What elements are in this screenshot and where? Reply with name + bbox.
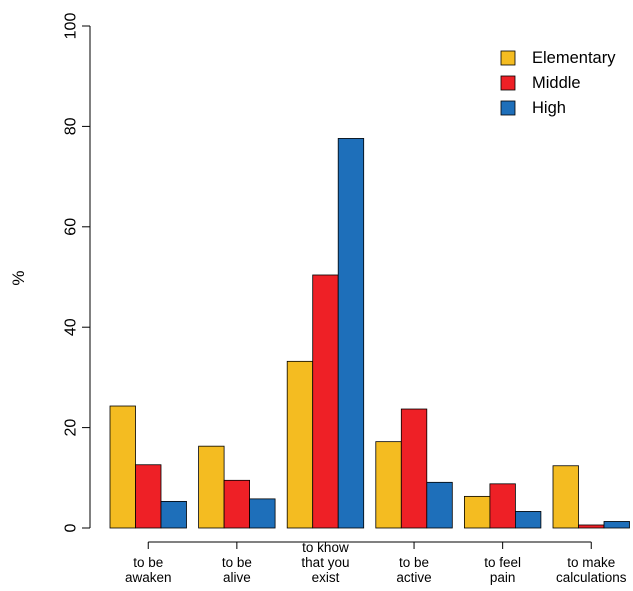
y-tick-label: 40 — [63, 318, 80, 336]
x-tick-label: pain — [490, 570, 516, 585]
x-tick-label: that you — [301, 555, 349, 570]
bar-middle-4 — [489, 483, 516, 529]
y-tick-label: 80 — [63, 117, 80, 135]
x-tick-label: to make — [567, 555, 615, 570]
bar-elementary-3 — [375, 441, 402, 529]
legend-swatch-elementary — [500, 50, 516, 66]
x-tick-label: to know — [302, 540, 349, 555]
bar-high-0 — [160, 500, 187, 529]
y-axis-label: % — [9, 270, 28, 285]
y-tick-label: 20 — [63, 419, 80, 437]
y-axis: 0 20 40 60 80 100 — [63, 13, 91, 532]
x-tick-label: awaken — [125, 570, 172, 585]
y-tick-label: 0 — [63, 523, 80, 532]
legend: Elementary Middle High — [500, 49, 616, 117]
bar-elementary-2 — [286, 360, 314, 529]
legend-swatch-middle — [500, 75, 516, 91]
bar-high-3 — [426, 481, 453, 529]
x-tick-label: calculations — [556, 570, 627, 585]
x-tick-label: to feel — [484, 555, 521, 570]
bar-elementary-5 — [552, 465, 579, 529]
bars — [109, 138, 630, 529]
bar-elementary-4 — [463, 495, 491, 529]
y-tick-label: 100 — [63, 13, 80, 40]
legend-label-elementary: Elementary — [532, 49, 616, 67]
x-tick-label: to be — [399, 555, 429, 570]
x-tick-label: active — [396, 570, 431, 585]
legend-label-middle: Middle — [532, 74, 581, 92]
x-tick-label: to be — [222, 555, 252, 570]
bar-high-2 — [337, 138, 365, 529]
y-tick-label: 60 — [63, 218, 80, 236]
x-tick-label: exist — [312, 570, 340, 585]
bar-middle-0 — [135, 464, 162, 529]
bar-middle-5 — [578, 524, 605, 529]
x-tick-label: to be — [133, 555, 163, 570]
bar-high-4 — [515, 511, 542, 529]
bar-high-5 — [603, 521, 630, 529]
bar-elementary-1 — [198, 445, 225, 529]
bar-elementary-0 — [109, 405, 136, 529]
x-tick-label: alive — [223, 570, 251, 585]
bar-middle-1 — [223, 479, 251, 529]
legend-label-high: High — [532, 99, 566, 117]
bar-middle-2 — [312, 274, 339, 529]
bar-high-1 — [249, 498, 276, 529]
bar-middle-3 — [400, 408, 428, 529]
legend-swatch-high — [500, 100, 516, 116]
